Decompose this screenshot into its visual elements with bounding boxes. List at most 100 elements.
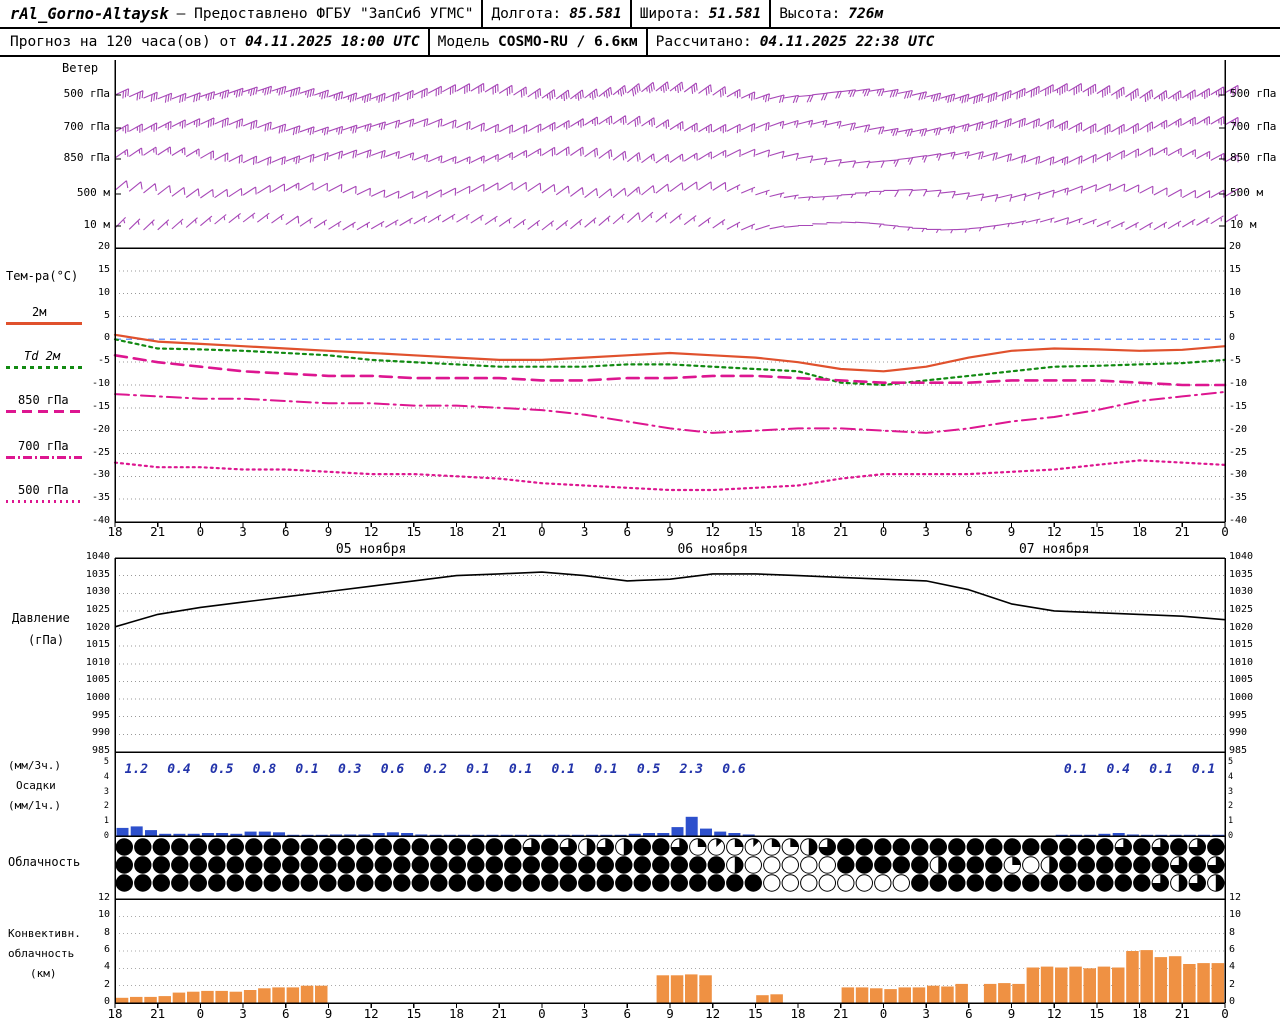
cloud-cover-fill [541,874,558,892]
cloud-cover-fill [790,838,799,847]
cloud-cover-fill [264,874,281,892]
longitude-value: 85.581 [569,5,622,22]
cloud-cover-fill [708,874,725,892]
cloud-panel-label: Облачность [8,855,81,869]
cloud-cover-fill [541,838,558,856]
convective-bar [1211,963,1225,1003]
convective-bar [201,990,214,1003]
cloud-cover-fill [967,856,984,874]
header-row-1: rAl_Gorno-Altaysk — Предоставлено ФГБУ "… [0,0,1280,29]
altitude-label: Высота: [779,5,841,22]
convective-bar [286,987,300,1003]
cloud-cover-fill [745,874,762,892]
precip-bar [700,828,712,836]
cloud-cover-fill [1189,838,1206,856]
legend-label-850: 850 гПа [18,393,69,407]
cloud-cover-icon [874,874,892,892]
cloud-cover-fill [1041,874,1058,892]
convective-bar [685,974,698,1003]
cloud-cover-fill [1207,856,1224,874]
cloud-cover-fill [227,838,244,856]
calculated-label: Рассчитано: [655,34,752,50]
cloud-cover-fill [615,856,632,874]
cloud-cover-fill [1152,874,1169,892]
cloud-cover-fill [430,838,447,856]
cloud-cover-icon [818,874,836,892]
cloud-cover-fill [245,838,262,856]
convective-bar [941,986,954,1003]
wind-barb-row [114,180,1239,202]
cloud-cover-fill [208,838,225,856]
convective-bar [1168,956,1182,1003]
cloud-cover-fill [486,838,503,856]
cloud-cover-fill [930,838,947,856]
precip-bar [714,831,727,836]
cloud-cover-fill [412,856,429,874]
cloud-cover-fill [1115,874,1132,892]
legend-line-500 [6,500,82,503]
convective-bar [258,988,271,1003]
cloud-cover-fill [985,838,1002,856]
cloud-cover-icon [818,856,836,874]
precip-bar [401,833,414,836]
convective-bar [699,975,712,1003]
cloud-cover-fill [708,856,725,874]
convective-bar [884,989,897,1003]
wind-barb-row [114,81,1239,105]
cloud-cover-fill [116,874,133,892]
cloud-cover-fill [356,838,373,856]
legend-label-td2m: Td 2м [24,349,61,363]
cloud-cover-fill [948,856,965,874]
convective-bar [272,987,285,1003]
cloud-cover-fill [578,856,595,874]
convective-bar [1112,967,1125,1003]
legend-label-500: 500 гПа [18,483,69,497]
cloud-cover-fill [504,856,521,874]
cloud-cover-fill [911,838,928,856]
cloud-cover-fill [486,856,503,874]
cloud-cover-fill [930,874,947,892]
cloud-cover-fill [634,838,651,856]
convective-bar [1040,966,1054,1003]
precip-bar [386,832,399,836]
cloud-cover-fill [375,856,392,874]
cloud-cover-fill [153,856,170,874]
cloud-cover-fill [523,838,540,856]
cloud-cover-fill [1133,838,1151,856]
precip-bar [244,831,257,836]
wind-panel-label: Ветер [62,61,99,75]
pressure-panel-label: Давление [12,611,70,625]
convective-bar [756,995,769,1003]
cloud-cover-fill [1078,856,1095,874]
temp-series [113,353,1227,387]
cloud-cover-fill [1078,874,1095,892]
convective-bar [158,996,171,1003]
cloud-cover-fill [615,874,632,892]
cloud-cover-icon [837,874,855,892]
cloud-cover-fill [245,856,262,874]
convective-bar [187,991,200,1003]
convective-bar [955,983,968,1003]
cloudiness-symbols [115,838,1225,892]
cloud-cover-fill [1170,838,1188,856]
temp-panel-label: Тем-ра(°C) [6,269,79,283]
convective-label-1: Конвективн. [8,927,81,940]
wind-barbs-panel [114,81,1239,234]
precip-bar [201,833,214,836]
temperature-curves [113,333,1227,492]
precip-bar [728,833,741,836]
cloud-cover-fill [1115,856,1132,874]
cloud-cover-fill [264,838,281,856]
cloud-cover-fill [671,856,688,874]
cloud-cover-fill [948,838,965,856]
cloud-cover-fill [134,856,151,874]
cloud-cover-fill [134,874,151,892]
cloud-cover-fill [716,838,723,847]
cloud-cover-fill [190,874,207,892]
cloud-cover-fill [393,856,410,874]
cloud-cover-fill [153,838,170,856]
cloud-cover-fill [1004,874,1021,892]
cloud-cover-fill [1059,856,1077,874]
cloud-cover-icon [781,856,799,874]
